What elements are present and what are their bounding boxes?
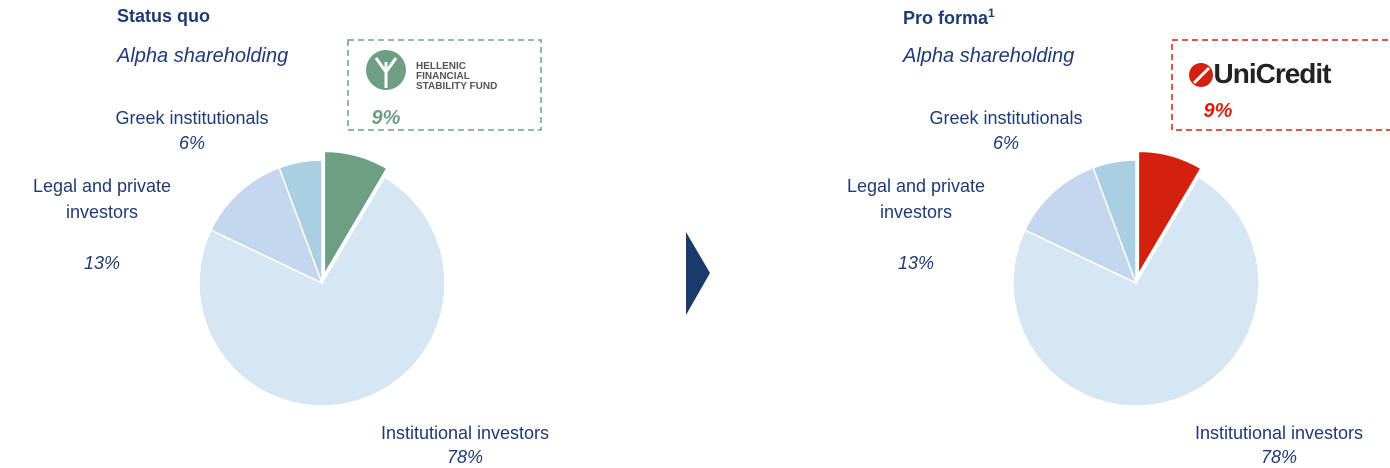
pie-slice bbox=[198, 176, 446, 407]
pie-slice bbox=[1012, 176, 1260, 407]
logo-text: HELLENIC FINANCIAL STABILITY FUND bbox=[416, 61, 498, 92]
pie-slice bbox=[1023, 166, 1138, 285]
value-label: 13% bbox=[897, 253, 935, 273]
value-label: 9% bbox=[1203, 100, 1233, 122]
pie-slice bbox=[278, 159, 323, 284]
logo-icon bbox=[366, 50, 406, 90]
highlight-box bbox=[347, 39, 542, 131]
value-label: 13% bbox=[83, 253, 121, 273]
logo-icon bbox=[1192, 66, 1211, 85]
value-label: 78% bbox=[446, 447, 484, 467]
value-label: 6% bbox=[992, 133, 1020, 153]
category-label: Institutional investors bbox=[1194, 423, 1364, 443]
value-label: 6% bbox=[178, 133, 206, 153]
category-label: Greek institutionals bbox=[115, 108, 269, 128]
category-label: Greek institutionals bbox=[929, 108, 1083, 128]
pie-slice bbox=[209, 166, 324, 285]
logo-text: UniCredit bbox=[1213, 58, 1332, 89]
chart-title: Status quo bbox=[117, 6, 210, 26]
category-label: Legal and private investors bbox=[32, 176, 172, 222]
chart-subtitle: Alpha shareholding bbox=[117, 45, 289, 67]
highlight-box bbox=[1171, 39, 1390, 131]
pie-slice bbox=[323, 150, 388, 278]
category-label: Legal and private investors bbox=[846, 176, 986, 222]
arrow bbox=[686, 232, 710, 315]
pie-slice bbox=[1092, 159, 1137, 284]
title-note: 1 bbox=[988, 6, 995, 20]
value-label: 9% bbox=[371, 107, 401, 129]
value-label: 78% bbox=[1260, 447, 1298, 467]
category-label: Institutional investors bbox=[380, 423, 550, 443]
chart-title: Pro forma1 bbox=[903, 6, 995, 28]
chart-subtitle: Alpha shareholding bbox=[903, 45, 1075, 67]
pie-slice bbox=[1137, 150, 1202, 278]
